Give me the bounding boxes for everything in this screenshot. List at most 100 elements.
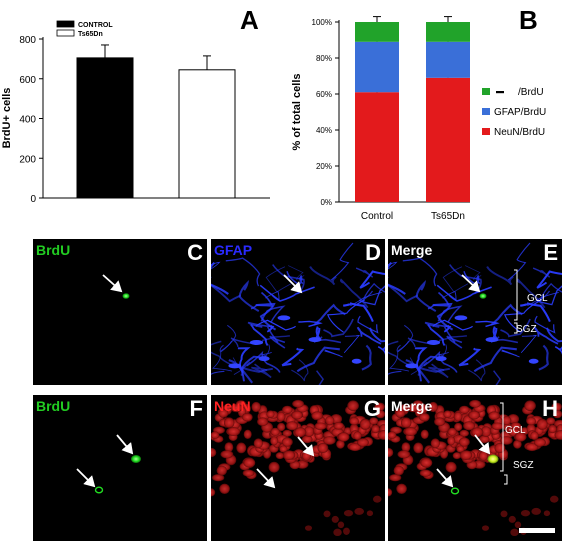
gfap-process [343, 302, 374, 322]
neun-cell-dim [550, 495, 559, 503]
neun-cell [459, 429, 470, 437]
gfap-soma [454, 315, 468, 321]
neun-cell [400, 417, 412, 429]
gfap-process [323, 318, 354, 338]
gcl-label: GCL [527, 293, 548, 304]
neun-cell [397, 450, 411, 459]
gfap-soma [485, 337, 499, 343]
neun-cell [227, 427, 241, 436]
gfap-process [211, 261, 229, 295]
gfap-process [538, 282, 562, 302]
gfap-process [225, 257, 261, 287]
gfap-process [532, 267, 551, 278]
micrograph-content [388, 242, 562, 385]
gfap-process [211, 370, 225, 375]
panel-letter-b: B [519, 5, 538, 35]
gfap-process [405, 359, 431, 384]
neun-cell [268, 461, 280, 473]
gfap-soma [228, 363, 242, 369]
gfap-process [296, 346, 340, 373]
gfap-process [534, 315, 556, 334]
gfap-soma [528, 358, 539, 364]
neun-cell [356, 438, 369, 447]
sgz-label: SGZ [513, 460, 534, 471]
gfap-process [265, 266, 292, 293]
gfap-soma [308, 337, 322, 343]
panel-a-bar-chart: A BrdU+ cells 0 200 400 600 800 CONTROL Ts65D… [1, 5, 270, 205]
neun-cell-dim [531, 507, 542, 515]
sgz-label: SGZ [516, 324, 537, 335]
neun-cell [401, 442, 411, 453]
neun-cell [524, 400, 536, 412]
micrograph-panel-c: BrdU C [33, 239, 207, 385]
gfap-process [261, 344, 272, 358]
neun-cell-dim [331, 515, 339, 523]
neun-cell [459, 405, 470, 414]
legend-label: NeuN/BrdU [494, 127, 545, 138]
gfap-process [315, 326, 321, 339]
micrograph-panel-d: GFAP D [211, 239, 385, 385]
y-tick-label: 600 [19, 75, 36, 86]
gfap-soma [435, 356, 447, 362]
gfap-process [247, 321, 279, 343]
neun-cell [303, 426, 315, 437]
neun-cell [463, 421, 476, 431]
y-axis-label: % of total cells [291, 73, 303, 150]
legend-swatch [482, 128, 490, 135]
gfap-process [475, 320, 500, 328]
neun-cell [257, 417, 269, 427]
stain-label: Merge [391, 242, 432, 258]
neun-cell [454, 422, 463, 432]
gcl-bracket [514, 269, 518, 321]
gfap-process [427, 291, 451, 310]
stain-label: BrdU [36, 242, 70, 258]
legend-swatch [482, 88, 490, 95]
neun-cell [243, 429, 252, 439]
neun-cell [277, 422, 286, 432]
gfap-process [211, 340, 233, 366]
gfap-process [357, 315, 379, 334]
neun-cell [216, 465, 227, 476]
gfap-process [388, 284, 419, 303]
bar-segment-neunbrdu [426, 77, 470, 202]
gfap-process [507, 242, 531, 281]
neun-cell [533, 438, 546, 447]
micrograph-panel-g: NeuN G [211, 395, 385, 541]
neun-cell [418, 412, 430, 422]
stacked-bars [355, 16, 470, 202]
gfap-process [436, 284, 492, 302]
gfap-process [330, 242, 354, 281]
bar-segment-gfapbrdu [355, 41, 399, 93]
y-ticks: 0 200 400 600 800 [19, 35, 43, 205]
neun-cell-dim [500, 510, 508, 518]
neun-cell [292, 399, 304, 408]
neun-cell [243, 458, 256, 468]
neun-cell [371, 424, 380, 434]
brdu-cell [122, 293, 130, 299]
micrograph-panel-h: Merge H GCL SGZ [388, 395, 562, 541]
gfap-process [520, 302, 551, 322]
gfap-soma [405, 363, 419, 369]
gfap-process [428, 363, 449, 379]
neun-cell-dim [343, 527, 350, 535]
neun-cell-dim [543, 510, 551, 517]
neun-cell [420, 429, 429, 439]
neun-cell [546, 417, 556, 425]
gfap-process [516, 278, 546, 309]
neun-cell [548, 424, 557, 434]
neun-cell [301, 451, 312, 461]
gfap-process [339, 278, 369, 309]
legend-dash-mark [496, 91, 504, 94]
neun-cell [311, 411, 324, 420]
neun-cell [377, 430, 385, 440]
gfap-process [309, 266, 337, 286]
gfap-process [291, 359, 309, 382]
bar-control [76, 57, 134, 199]
micrograph-content [122, 293, 130, 299]
neun-cell [224, 442, 234, 453]
neun-cell [443, 410, 452, 419]
neun-cell-dim [337, 521, 345, 529]
neun-cell [242, 469, 255, 477]
neun-cell [447, 436, 456, 446]
neun-cell [375, 409, 385, 419]
